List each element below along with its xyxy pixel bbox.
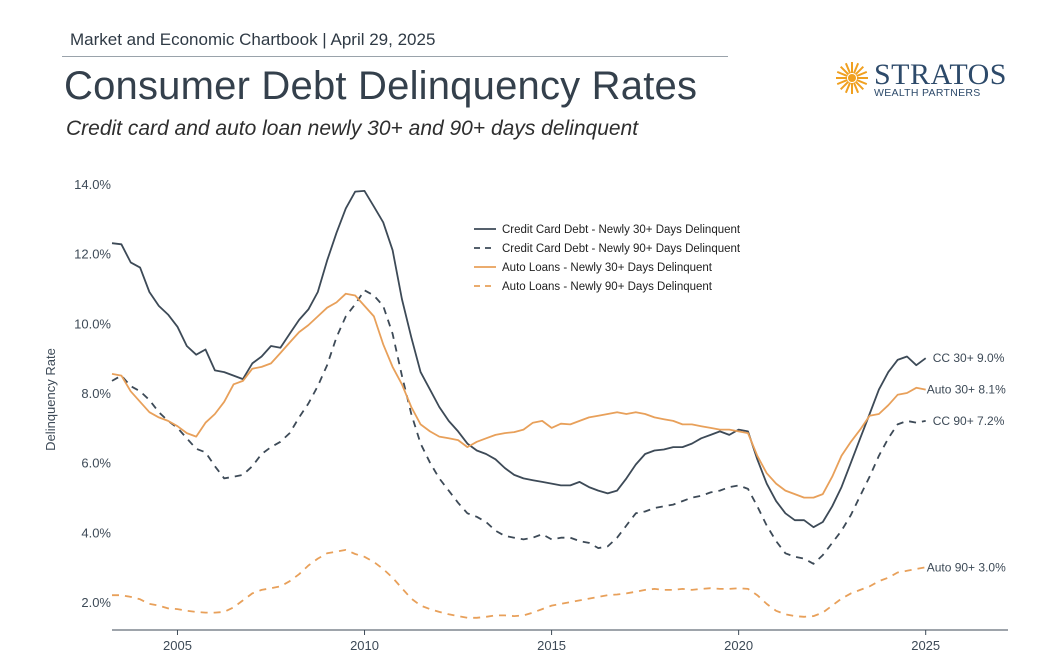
x-tick-label: 2020 — [724, 638, 753, 651]
logo-ray — [852, 82, 860, 94]
legend: Credit Card Debt - Newly 30+ Days Delinq… — [474, 224, 741, 293]
chart-title: Consumer Debt Delinquency Rates — [64, 64, 698, 108]
y-tick-label: 12.0% — [74, 247, 111, 262]
logo-ray — [844, 82, 852, 94]
legend-entry: Credit Card Debt - Newly 90+ Days Delinq… — [502, 243, 741, 255]
logo-ray — [854, 65, 865, 76]
series-end-label: Auto 30+ 8.1% — [927, 383, 1006, 397]
series-line-2 — [111, 289, 926, 565]
legend-entry: Credit Card Debt - Newly 30+ Days Delinq… — [502, 224, 741, 236]
sunburst-icon — [836, 62, 868, 94]
logo-ray — [839, 65, 850, 76]
end-labels: CC 30+ 9.0% CC 90+ 7.2% Auto 30+ 8.1% Auto … — [927, 351, 1006, 574]
x-tick-label: 2005 — [163, 638, 192, 651]
y-tick-label: 14.0% — [74, 177, 111, 192]
series-end-label: CC 30+ 9.0% — [933, 351, 1005, 365]
logo-ray — [856, 78, 868, 86]
series-end-label: CC 90+ 7.2% — [933, 414, 1005, 428]
logo-ray — [852, 62, 860, 74]
x-tick-label: 2025 — [911, 638, 940, 651]
chartbook-line: Market and Economic Chartbook | April 29… — [70, 30, 436, 49]
logo-ray — [844, 62, 852, 74]
x-tick-label: 2015 — [537, 638, 566, 651]
logo-ray — [856, 70, 868, 78]
legend-entry: Auto Loans - Newly 30+ Days Delinquent — [502, 262, 713, 274]
header-divider — [62, 56, 728, 57]
y-tick-label: 2.0% — [81, 595, 111, 610]
series-end-label: Auto 90+ 3.0% — [927, 560, 1006, 574]
plot-area — [111, 190, 927, 619]
y-tick-label: 4.0% — [81, 525, 111, 540]
logo-ray — [854, 80, 865, 91]
y-tick-label: 8.0% — [81, 386, 111, 401]
y-axis-label: Delinquency Rate — [43, 348, 58, 451]
series-line-4 — [112, 549, 926, 619]
y-tick-label: 6.0% — [81, 456, 111, 471]
logo-ray — [836, 70, 848, 78]
y-tick-label: 10.0% — [74, 316, 111, 331]
logo-ray — [839, 80, 850, 91]
logo-tagline: WEALTH PARTNERS — [874, 87, 981, 99]
logo-name: STRATOS — [874, 58, 1007, 91]
chart-subtitle: Credit card and auto loan newly 30+ and … — [66, 117, 639, 140]
series-line-1 — [111, 190, 927, 529]
logo-ray — [836, 78, 848, 86]
series-line-3 — [111, 292, 926, 499]
logo-core — [848, 74, 856, 82]
legend-entry: Auto Loans - Newly 90+ Days Delinquent — [502, 281, 713, 293]
axes: 2005 2010 2015 2020 2025 2.0% 4.0% 6.0% 8.0% 10.0… — [43, 177, 1008, 651]
x-tick-label: 2010 — [350, 638, 379, 651]
stratos-logo: STRATOS WEALTH PARTNERS — [834, 58, 1014, 102]
